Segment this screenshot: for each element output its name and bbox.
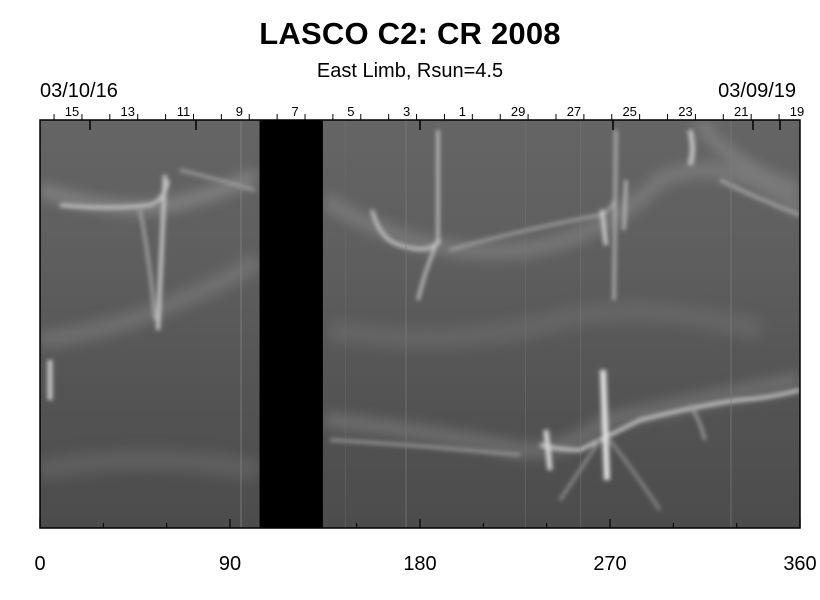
day-label: 29 (511, 104, 525, 119)
day-label: 25 (622, 104, 636, 119)
coronal-synoptic-image (40, 120, 800, 528)
x-axis: 0 90 180 270 360 (34, 519, 817, 575)
day-label: 27 (567, 104, 581, 119)
x-tick-label: 0 (34, 553, 45, 575)
day-label: 3 (403, 104, 410, 119)
x-tick-label: 180 (403, 553, 436, 575)
chart-subtitle: East Limb, Rsun=4.5 (316, 60, 504, 82)
day-label: 1 (459, 104, 466, 119)
day-label: 21 (734, 104, 748, 119)
start-date-label: 03/10/16 (40, 80, 118, 102)
end-date-label: 03/09/19 (718, 80, 796, 102)
data-gap-band (259, 120, 323, 528)
day-label: 13 (121, 104, 135, 119)
day-label: 11 (177, 104, 191, 119)
day-label: 5 (347, 104, 354, 119)
x-tick-label: 90 (219, 553, 241, 575)
x-tick-label: 360 (783, 553, 816, 575)
x-tick-label: 270 (593, 553, 626, 575)
day-label: 23 (678, 104, 692, 119)
day-label: 9 (236, 104, 243, 119)
day-label: 19 (790, 104, 804, 119)
day-label: 15 (65, 104, 79, 119)
day-ticks: 15 13 11 9 7 5 3 1 29 27 25 23 21 19 (53, 104, 804, 130)
day-label: 7 (291, 104, 298, 119)
chart-title: LASCO C2: CR 2008 (259, 16, 561, 51)
